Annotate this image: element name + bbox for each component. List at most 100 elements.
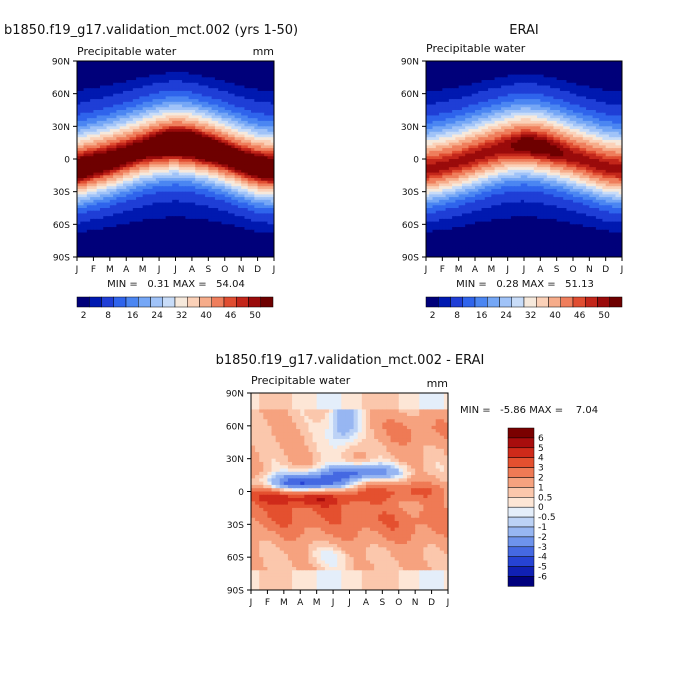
- colorbar-label: 2: [538, 474, 544, 484]
- x-tick-label: M: [280, 598, 288, 608]
- colorbar-swatch: [597, 296, 610, 308]
- colorbar-label: 32: [176, 311, 187, 321]
- x-tick-label: F: [91, 265, 96, 275]
- panel-model-stats: MIN = 0.31 MAX = 54.04: [107, 279, 245, 290]
- x-tick-label: D: [254, 265, 261, 275]
- colorbar-label: 46: [574, 311, 586, 321]
- colorbar-swatch: [507, 526, 535, 538]
- y-tick-label: 60S: [227, 554, 244, 564]
- colorbar-swatch: [511, 296, 525, 308]
- y-tick-label: 90S: [53, 254, 70, 264]
- x-tick-label: M: [313, 598, 321, 608]
- colorbar-label: -5: [538, 563, 547, 573]
- colorbar-swatch: [150, 296, 163, 308]
- colorbar-swatch: [76, 296, 90, 308]
- colorbar-label: 16: [127, 311, 139, 321]
- y-tick-label: 90S: [227, 587, 244, 597]
- panel-obs-stats: MIN = 0.28 MAX = 51.13: [456, 279, 594, 290]
- colorbar-swatch: [507, 536, 535, 548]
- colorbar-label: 5: [538, 444, 544, 454]
- colorbar-label: 4: [538, 454, 544, 464]
- x-tick-label: S: [379, 598, 385, 608]
- colorbar-label: -1: [538, 523, 547, 533]
- colorbar-label: -3: [538, 543, 547, 553]
- x-tick-label: J: [157, 265, 161, 275]
- y-tick-label: 90S: [402, 254, 419, 264]
- colorbar-label: 24: [500, 311, 512, 321]
- y-tick-label: 90N: [401, 58, 419, 68]
- colorbar-swatch: [223, 296, 237, 308]
- y-tick-label: 0: [64, 156, 70, 166]
- colorbar-swatch: [174, 296, 188, 308]
- colorbar-swatch: [487, 296, 500, 308]
- colorbar-swatch: [260, 296, 274, 308]
- x-tick-label: O: [221, 265, 228, 275]
- panel-diff: b1850.f19_g17.validation_mct.002 - ERAI …: [216, 353, 598, 608]
- colorbar-label: 50: [249, 311, 261, 321]
- colorbar-label: 1: [538, 483, 544, 493]
- colorbar-swatch: [125, 296, 139, 308]
- panel-obs-title: ERAI: [509, 23, 538, 38]
- colorbar-label: 2: [81, 311, 87, 321]
- x-tick-label: J: [331, 598, 335, 608]
- colorbar-swatch: [536, 296, 549, 308]
- x-tick-label: A: [297, 598, 304, 608]
- colorbar-swatch: [572, 296, 586, 308]
- colorbar-swatch: [507, 467, 535, 478]
- colorbar-swatch: [507, 427, 535, 439]
- x-tick-label: J: [249, 598, 253, 608]
- panel-diff-subtitle: Precipitable water: [251, 374, 351, 387]
- y-tick-label: 60N: [52, 90, 70, 100]
- colorbar-swatch: [236, 296, 249, 308]
- colorbar-swatch: [474, 296, 488, 308]
- colorbar-swatch: [425, 296, 439, 308]
- x-tick-label: M: [106, 265, 114, 275]
- panel-model-y-ticks: 90N 60N 30N 0 30S 60S 90S: [52, 58, 77, 264]
- y-tick-label: 0: [413, 156, 419, 166]
- colorbar-swatch: [438, 296, 451, 308]
- y-tick-label: 30N: [226, 455, 244, 465]
- colorbar-swatch: [507, 506, 535, 518]
- x-tick-label: N: [586, 265, 593, 275]
- colorbar-swatch: [450, 296, 463, 308]
- colorbar-swatch: [507, 546, 535, 557]
- x-tick-label: J: [75, 265, 79, 275]
- colorbar-swatch: [507, 566, 535, 577]
- colorbar-swatch: [248, 296, 261, 308]
- panel-model-units: mm: [253, 45, 274, 58]
- panel-diff-field: [251, 393, 448, 590]
- panel-model: b1850.f19_g17.validation_mct.002 (yrs 1-…: [4, 23, 298, 321]
- x-tick-label: J: [272, 265, 276, 275]
- colorbar-swatch: [507, 556, 535, 567]
- colorbar-label: 40: [549, 311, 561, 321]
- panel-model-subtitle: Precipitable water: [77, 45, 177, 58]
- colorbar-swatch: [138, 296, 151, 308]
- x-tick-label: N: [238, 265, 245, 275]
- colorbar-swatch: [507, 516, 535, 528]
- colorbar-swatch: [507, 437, 535, 449]
- x-tick-label: J: [173, 265, 177, 275]
- colorbar-swatch: [523, 296, 537, 308]
- colorbar-label: -0.5: [538, 513, 556, 523]
- colorbar-swatch: [507, 487, 535, 498]
- x-tick-label: D: [428, 598, 435, 608]
- panel-diff-stats: MIN = -5.86 MAX = 7.04: [460, 405, 598, 416]
- colorbar-swatch: [548, 296, 561, 308]
- x-tick-label: J: [522, 265, 526, 275]
- x-tick-label: A: [537, 265, 544, 275]
- colorbar-label: 40: [200, 311, 212, 321]
- colorbar-label: -2: [538, 533, 547, 543]
- y-tick-label: 30S: [402, 188, 419, 198]
- x-tick-label: D: [602, 265, 609, 275]
- x-tick-label: J: [446, 598, 450, 608]
- x-tick-label: J: [347, 598, 351, 608]
- colorbar-swatch: [609, 296, 623, 308]
- panel-model-field: [77, 61, 274, 257]
- x-tick-label: M: [487, 265, 495, 275]
- panel-model-title: b1850.f19_g17.validation_mct.002 (yrs 1-…: [4, 23, 298, 38]
- panel-diff-title: b1850.f19_g17.validation_mct.002 - ERAI: [216, 353, 485, 368]
- y-tick-label: 0: [238, 488, 244, 498]
- panel-diff-y-ticks: 90N 60N 30N 0 30S 60S 90S: [226, 390, 251, 597]
- colorbar-swatch: [101, 296, 114, 308]
